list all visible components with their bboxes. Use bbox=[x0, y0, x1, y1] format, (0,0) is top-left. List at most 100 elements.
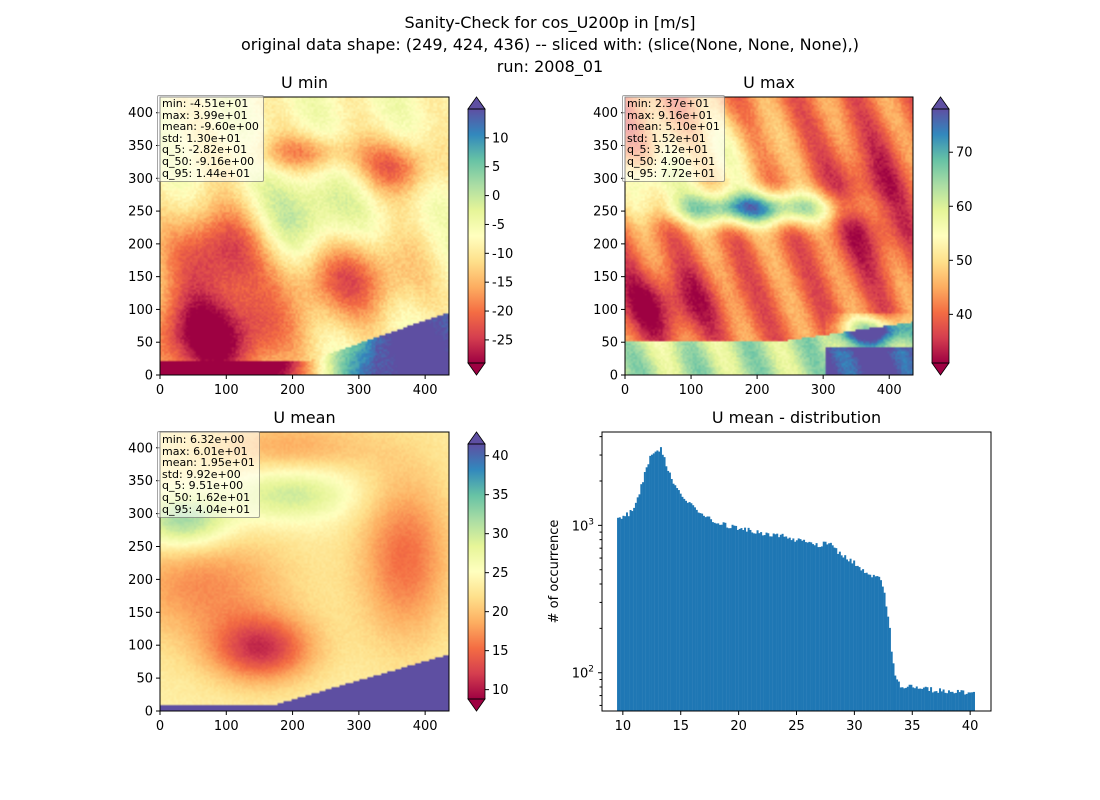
histogram-bar bbox=[919, 688, 922, 711]
figure-title-line-2: original data shape: (249, 424, 436) -- … bbox=[241, 35, 859, 54]
axes-frame bbox=[159, 96, 450, 376]
histogram-bar bbox=[853, 560, 856, 711]
stats-line: min: 2.37e+01 bbox=[627, 97, 710, 110]
y-tick-label: 250 bbox=[128, 540, 153, 555]
y-tick-label: 400 bbox=[128, 106, 153, 121]
histogram-bar bbox=[751, 532, 754, 711]
stats-line: std: 1.30e+01 bbox=[162, 131, 241, 145]
histogram-bar bbox=[677, 490, 680, 711]
y-tick-label: 350 bbox=[593, 139, 618, 154]
histogram-bar bbox=[779, 534, 782, 711]
histogram-bar bbox=[828, 543, 831, 711]
x-tick-label: 100 bbox=[214, 383, 239, 398]
histogram-bar bbox=[933, 691, 936, 711]
histogram-bar bbox=[720, 524, 723, 711]
y-tick-label: 150 bbox=[128, 270, 153, 285]
histogram-bar bbox=[862, 569, 865, 711]
histogram-bar bbox=[872, 574, 875, 711]
stats-line: q_5: 3.12e+01 bbox=[627, 143, 709, 157]
y-tick-label: 150 bbox=[593, 270, 618, 285]
histogram-bar bbox=[897, 681, 900, 711]
y-tick-label: 100 bbox=[128, 303, 153, 318]
histogram-bar bbox=[772, 533, 775, 711]
histogram-bar bbox=[795, 540, 798, 711]
histogram-bar bbox=[906, 686, 909, 711]
histogram-bar bbox=[835, 548, 838, 711]
histogram-bar bbox=[786, 538, 789, 711]
histogram-bar bbox=[942, 689, 945, 711]
histogram-bar bbox=[865, 572, 868, 711]
histogram-bar bbox=[946, 693, 949, 711]
histogram-bar bbox=[913, 688, 916, 711]
x-tick-label: 300 bbox=[346, 719, 371, 734]
histogram-bar bbox=[710, 519, 713, 711]
histogram-bar bbox=[686, 502, 689, 711]
histogram-bar bbox=[629, 509, 632, 711]
x-tick-label: 15 bbox=[672, 719, 689, 734]
histogram-bar bbox=[826, 544, 829, 711]
x-tick-label: 40 bbox=[962, 719, 979, 734]
x-tick-label: 25 bbox=[788, 719, 805, 734]
stats-line: q_95: 4.04e+01 bbox=[162, 502, 251, 516]
histogram-bar bbox=[955, 692, 958, 711]
histogram-bar bbox=[815, 543, 818, 711]
histogram-bar bbox=[652, 453, 655, 711]
y-tick-label: 100 bbox=[128, 639, 153, 654]
histogram-bar bbox=[813, 545, 816, 711]
colorbar-tick-label: 40 bbox=[956, 308, 973, 323]
figure-title-line-1: Sanity-Check for cos_U200p in [m/s] bbox=[404, 13, 696, 32]
histogram-bar bbox=[878, 576, 881, 711]
histogram-bar bbox=[856, 565, 859, 711]
histogram-bar bbox=[965, 693, 968, 711]
colorbar-tick-label: 20 bbox=[492, 605, 509, 620]
x-tick-label: 100 bbox=[214, 719, 239, 734]
histogram-bar bbox=[643, 472, 646, 711]
histogram-bar bbox=[890, 651, 893, 711]
x-tick-label: 100 bbox=[679, 383, 704, 398]
histogram-bar bbox=[896, 679, 899, 711]
histogram-bar bbox=[858, 567, 861, 711]
histogram-bar bbox=[915, 686, 918, 711]
histogram-bar bbox=[944, 692, 947, 711]
histogram-bar bbox=[659, 447, 662, 711]
histogram-bar bbox=[742, 530, 745, 711]
histogram-bar bbox=[810, 542, 813, 711]
colorbar-tick-label: 40 bbox=[492, 449, 509, 464]
x-tick-label: 10 bbox=[615, 719, 632, 734]
histogram-panel: U mean - distribution 10 15 20 25 30 35 40 102 10… bbox=[547, 408, 992, 734]
histogram-bar bbox=[638, 494, 641, 711]
histogram-bar bbox=[656, 450, 659, 711]
histogram-bar bbox=[962, 690, 965, 711]
histogram-bar bbox=[785, 536, 788, 711]
y-tick-label: 103 bbox=[572, 517, 594, 534]
histogram-bar bbox=[702, 515, 705, 711]
y-tick-label: 350 bbox=[128, 139, 153, 154]
histogram-bar bbox=[844, 555, 847, 711]
histogram-bar bbox=[727, 528, 730, 711]
histogram-bar bbox=[736, 529, 739, 711]
x-tick-label: 300 bbox=[811, 383, 836, 398]
y-tick-label: 50 bbox=[136, 336, 153, 351]
histogram-bar bbox=[711, 522, 714, 711]
x-tick-label: 200 bbox=[745, 383, 770, 398]
panel-title: U max bbox=[743, 73, 795, 92]
histogram-bar bbox=[849, 558, 852, 711]
histogram-bar bbox=[930, 687, 933, 711]
panel-title: U min bbox=[281, 73, 328, 92]
histogram-bar bbox=[699, 513, 702, 711]
histogram-bar bbox=[876, 576, 879, 711]
histogram-bar bbox=[740, 528, 743, 711]
histogram-bar bbox=[706, 516, 709, 711]
stats-line: q_95: 1.44e+01 bbox=[162, 166, 251, 180]
histogram-bar bbox=[765, 532, 768, 711]
stats-line: max: 9.16e+01 bbox=[627, 108, 713, 122]
histogram-bar bbox=[761, 535, 764, 711]
axes-frame bbox=[624, 96, 914, 376]
y-tick-label: 0 bbox=[145, 705, 153, 720]
histogram-bar bbox=[749, 529, 752, 711]
histogram-bar bbox=[697, 512, 700, 711]
histogram-bar bbox=[928, 690, 931, 711]
y-tick-label: 50 bbox=[601, 336, 618, 351]
histogram-bar bbox=[854, 566, 857, 711]
histogram-bar bbox=[647, 464, 650, 711]
